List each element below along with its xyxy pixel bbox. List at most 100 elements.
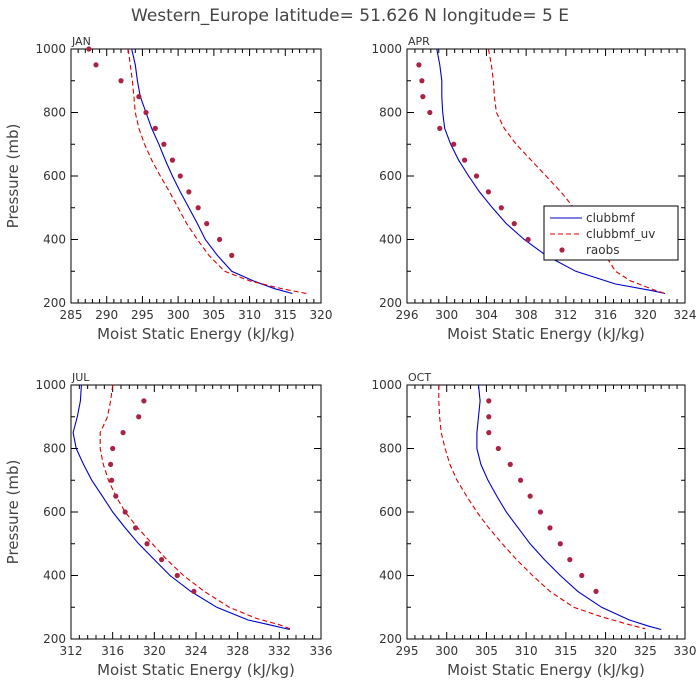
oct-raobs-point xyxy=(557,541,563,547)
jul-raobs-point xyxy=(113,493,119,499)
jan-x-tick-label: 285 xyxy=(60,308,83,322)
jul-y-tick-label: 1000 xyxy=(35,378,66,392)
apr-x-axis-label: Moist Static Energy (kJ/kg) xyxy=(447,325,645,343)
jan-y-tick-label: 200 xyxy=(43,296,66,310)
chart-apr: APR 296 300 304 308 312 316 320 324 200 400 600 800 1… xyxy=(371,35,696,343)
jul-panel-label: JUL xyxy=(71,371,90,384)
jul-raobs-point xyxy=(191,588,197,594)
oct-x-tick-label: 305 xyxy=(475,644,498,658)
jan-plot-frame xyxy=(70,48,322,304)
jan-raobs-point xyxy=(143,109,149,116)
jan-raobs-point xyxy=(195,205,201,211)
jul-y-axis-label: Pressure (mb) xyxy=(4,460,22,565)
apr-raobs-point xyxy=(419,78,425,84)
jan-raobs-point xyxy=(186,189,192,195)
jan-raobs-point xyxy=(93,62,99,68)
jul-y-tick-label: 400 xyxy=(43,569,66,583)
jan-x-tick-label: 290 xyxy=(95,308,118,322)
oct-y-tick-label: 1000 xyxy=(371,378,402,392)
jul-x-tick-label: 336 xyxy=(310,644,333,658)
jul-x-tick-label: 316 xyxy=(101,644,124,658)
oct-x-tick-label: 325 xyxy=(634,644,657,658)
jul-raobs-point xyxy=(107,461,114,467)
legend-label-clubbmf: clubbmf xyxy=(586,211,635,225)
apr-x-tick-label: 304 xyxy=(475,308,498,322)
jul-x-tick-label: 312 xyxy=(60,644,83,658)
jul-y-tick-label: 600 xyxy=(43,505,66,519)
oct-x-axis-label: Moist Static Energy (kJ/kg) xyxy=(447,661,645,679)
jul-raobs-point xyxy=(144,541,150,547)
jul-raobs-point xyxy=(136,414,142,420)
apr-x-tick-label: 296 xyxy=(396,308,419,322)
jan-x-tick-label: 295 xyxy=(131,308,154,322)
jul-raobs-point xyxy=(110,445,116,452)
oct-y-tick-label: 200 xyxy=(379,632,402,646)
oct-x-tick-label: 295 xyxy=(396,644,419,658)
apr-x-tick-label: 312 xyxy=(554,308,577,322)
jul-clubbmf-line xyxy=(72,384,290,631)
figure-title: Western_Europe latitude= 51.626 N longit… xyxy=(131,6,569,26)
jan-panel-label: JAN xyxy=(71,35,91,48)
legend-label-raobs: raobs xyxy=(586,243,620,257)
oct-raobs-point xyxy=(579,572,585,579)
jan-clubbmf-line xyxy=(131,48,293,295)
apr-y-tick-label: 400 xyxy=(379,233,402,247)
jan-raobs-point xyxy=(204,221,210,227)
apr-y-tick-label: 600 xyxy=(379,169,402,183)
oct-clubbmf-uv-line xyxy=(438,385,646,630)
jul-raobs-point xyxy=(109,477,115,483)
apr-raobs-point xyxy=(437,125,443,131)
apr-x-tick-label: 300 xyxy=(435,308,458,322)
oct-raobs-point xyxy=(486,414,492,420)
oct-raobs-point xyxy=(527,493,533,499)
oct-raobs-point xyxy=(486,430,492,436)
apr-raobs-point xyxy=(473,173,480,179)
jul-raobs-point xyxy=(141,398,147,404)
jan-y-tick-label: 400 xyxy=(43,233,66,247)
jan-clubbmf-uv-line xyxy=(127,48,307,295)
oct-y-tick-label: 800 xyxy=(379,442,402,456)
oct-panel-label: OCT xyxy=(408,371,431,384)
chart-jan: JAN 285 290 295 300 305 310 315 320 200 400 600 800 1… xyxy=(4,35,332,343)
oct-clubbmf-line xyxy=(476,384,662,631)
apr-raobs-point xyxy=(461,157,468,163)
apr-y-tick-label: 800 xyxy=(379,106,402,120)
oct-x-tick-label: 315 xyxy=(554,644,577,658)
jan-raobs-point xyxy=(136,94,142,100)
legend-marker-raobs xyxy=(559,247,565,253)
oct-raobs-point xyxy=(537,509,544,515)
jan-x-tick-label: 320 xyxy=(310,308,333,322)
jan-x-tick-label: 305 xyxy=(202,308,225,322)
jul-plot-frame xyxy=(70,384,322,640)
jul-x-axis-label: Moist Static Energy (kJ/kg) xyxy=(97,661,295,679)
apr-x-tick-label: 308 xyxy=(515,308,538,322)
oct-raobs-point xyxy=(567,557,573,563)
jan-x-tick-label: 310 xyxy=(238,308,261,322)
apr-y-tick-label: 1000 xyxy=(371,42,402,56)
jul-raobs-point xyxy=(120,430,126,436)
apr-raobs-point xyxy=(451,141,457,147)
apr-raobs-point xyxy=(416,62,422,68)
apr-raobs-point xyxy=(511,221,517,227)
apr-raobs-point xyxy=(427,109,433,116)
jul-clubbmf-uv-line xyxy=(99,384,292,631)
apr-y-tick-label: 200 xyxy=(379,296,402,310)
apr-raobs-point xyxy=(525,236,531,243)
jan-raobs-point xyxy=(216,236,223,243)
apr-panel-label: APR xyxy=(408,35,430,48)
jan-raobs-point xyxy=(118,78,124,84)
jul-x-tick-label: 332 xyxy=(268,644,291,658)
chart-jul: JUL 312 316 320 324 328 332 336 200 400 600 800 1000… xyxy=(4,371,332,679)
jan-x-tick-label: 300 xyxy=(167,308,190,322)
oct-raobs-point xyxy=(593,588,599,594)
jan-raobs-point xyxy=(86,46,92,52)
oct-raobs-point xyxy=(547,525,553,531)
jul-raobs-point xyxy=(159,557,165,563)
jul-y-tick-label: 200 xyxy=(43,632,66,646)
oct-plot-frame xyxy=(406,384,686,640)
jan-x-tick-label: 315 xyxy=(274,308,297,322)
oct-raobs-point xyxy=(507,461,513,467)
apr-x-tick-label: 316 xyxy=(594,308,617,322)
